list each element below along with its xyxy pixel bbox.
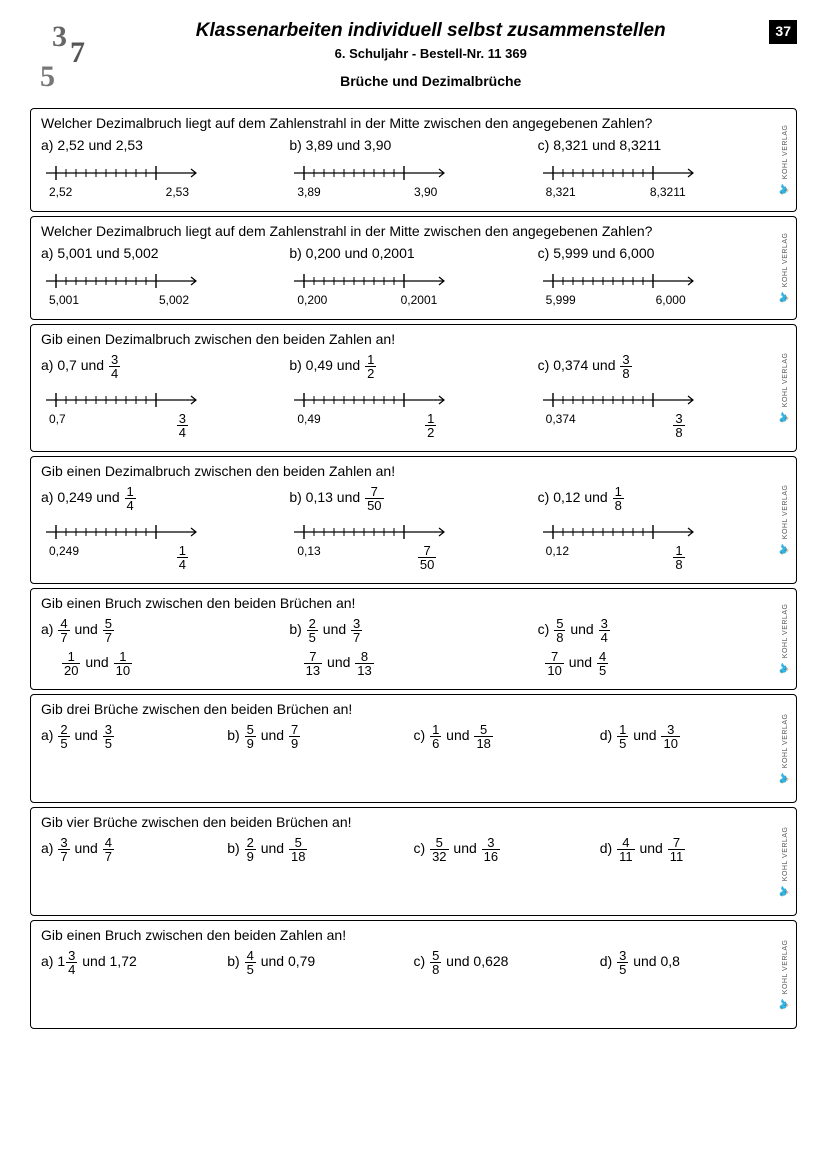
item-a: a) 2,52 und 2,53 — [41, 137, 289, 153]
item-b: b) 29 und 518 — [227, 836, 413, 863]
numberline — [289, 522, 537, 542]
question: Gib einen Dezimalbruch zwischen den beid… — [41, 331, 786, 347]
numberline — [289, 390, 537, 410]
item-a: a) 0,7 und 34 — [41, 353, 289, 380]
publisher-label: KOHL VERLAG — [779, 485, 790, 556]
exercise-5: Gib einen Bruch zwischen den beiden Brüc… — [30, 588, 797, 690]
item-d: d) 411 und 711 — [600, 836, 786, 863]
item-a: a) 134 und 1,72 — [41, 949, 227, 976]
item-c: c) 16 und 518 — [414, 723, 600, 750]
item-e: 713 und 813 — [303, 650, 545, 677]
item-c: c) 532 und 316 — [414, 836, 600, 863]
numberline — [41, 271, 289, 291]
item-b: b) 0,49 und 12 — [289, 353, 537, 380]
svg-text:3: 3 — [52, 20, 67, 53]
exercise-8: Gib einen Bruch zwischen den beiden Zahl… — [30, 920, 797, 1029]
publisher-label: KOHL VERLAG — [779, 826, 790, 897]
exercise-7: Gib vier Brüche zwischen den beiden Brüc… — [30, 807, 797, 916]
publisher-label: KOHL VERLAG — [779, 939, 790, 1010]
numberline — [41, 163, 289, 183]
item-a: a) 47 und 57 — [41, 617, 289, 644]
page-subtitle: 6. Schuljahr - Bestell-Nr. 11 369 — [100, 46, 761, 61]
exercise-6: Gib drei Brüche zwischen den beiden Brüc… — [30, 694, 797, 803]
publisher-label: KOHL VERLAG — [779, 713, 790, 784]
numberline — [289, 163, 537, 183]
item-b: b) 45 und 0,79 — [227, 949, 413, 976]
question: Gib einen Bruch zwischen den beiden Brüc… — [41, 595, 786, 611]
item-b: b) 3,89 und 3,90 — [289, 137, 537, 153]
page-title: Klassenarbeiten individuell selbst zusam… — [100, 20, 761, 42]
section-title: Brüche und Dezimalbrüche — [100, 73, 761, 89]
numberline — [538, 271, 786, 291]
exercise-1: Welcher Dezimalbruch liegt auf dem Zahle… — [30, 108, 797, 212]
numberline — [538, 163, 786, 183]
item-c: c) 5,999 und 6,000 — [538, 245, 786, 261]
item-b: b) 25 und 37 — [289, 617, 537, 644]
svg-text:7: 7 — [70, 36, 85, 69]
exercise-2: Welcher Dezimalbruch liegt auf dem Zahle… — [30, 216, 797, 320]
question: Gib vier Brüche zwischen den beiden Brüc… — [41, 814, 786, 830]
question: Welcher Dezimalbruch liegt auf dem Zahle… — [41, 223, 786, 239]
question: Gib einen Dezimalbruch zwischen den beid… — [41, 463, 786, 479]
item-a: a) 5,001 und 5,002 — [41, 245, 289, 261]
exercise-4: Gib einen Dezimalbruch zwischen den beid… — [30, 456, 797, 584]
item-f: 710 und 45 — [544, 650, 786, 677]
item-c: c) 58 und 34 — [538, 617, 786, 644]
question: Gib einen Bruch zwischen den beiden Zahl… — [41, 927, 786, 943]
question: Gib drei Brüche zwischen den beiden Brüc… — [41, 701, 786, 717]
exercise-3: Gib einen Dezimalbruch zwischen den beid… — [30, 324, 797, 452]
item-d: d) 35 und 0,8 — [600, 949, 786, 976]
item-d: 120 und 110 — [61, 650, 303, 677]
page-number: 37 — [769, 20, 797, 44]
item-a: a) 37 und 47 — [41, 836, 227, 863]
item-c: c) 0,374 und 38 — [538, 353, 786, 380]
numberline — [538, 522, 786, 542]
svg-text:5: 5 — [40, 60, 55, 93]
item-b: b) 0,200 und 0,2001 — [289, 245, 537, 261]
header: 3 7 5 Klassenarbeiten individuell selbst… — [30, 20, 797, 100]
question: Welcher Dezimalbruch liegt auf dem Zahle… — [41, 115, 786, 131]
numberline — [289, 271, 537, 291]
item-b: b) 0,13 und 750 — [289, 485, 537, 512]
publisher-label: KOHL VERLAG — [779, 353, 790, 424]
item-a: a) 0,249 und 14 — [41, 485, 289, 512]
item-c: c) 58 und 0,628 — [414, 949, 600, 976]
item-a: a) 25 und 35 — [41, 723, 227, 750]
item-c: c) 8,321 und 8,3211 — [538, 137, 786, 153]
item-d: d) 15 und 310 — [600, 723, 786, 750]
numberline — [41, 522, 289, 542]
numberline — [538, 390, 786, 410]
numberline — [41, 390, 289, 410]
publisher-label: KOHL VERLAG — [779, 233, 790, 304]
publisher-label: KOHL VERLAG — [779, 604, 790, 675]
item-b: b) 59 und 79 — [227, 723, 413, 750]
publisher-label: KOHL VERLAG — [779, 125, 790, 196]
item-c: c) 0,12 und 18 — [538, 485, 786, 512]
logo-numbers: 3 7 5 — [30, 20, 100, 100]
